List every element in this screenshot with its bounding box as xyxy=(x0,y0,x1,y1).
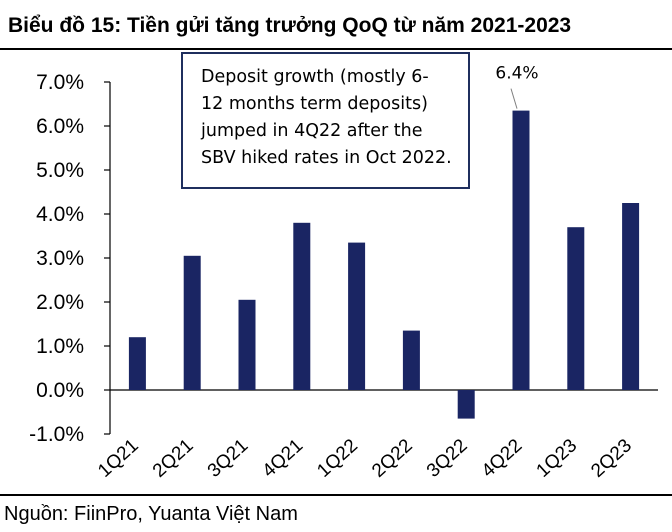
y-tick-label: 4.0% xyxy=(36,203,84,226)
y-tick-label: 6.0% xyxy=(36,115,84,138)
bar xyxy=(128,337,146,390)
annotation-line: Deposit growth (mostly 6- xyxy=(201,67,429,87)
bar xyxy=(348,242,366,390)
y-tick-label: 2.0% xyxy=(36,291,84,314)
bar xyxy=(512,110,530,390)
chart-title: Biểu đồ 15: Tiền gửi tăng trưởng QoQ từ … xyxy=(8,14,572,37)
y-tick-label: 3.0% xyxy=(36,247,84,270)
y-tick-label: 5.0% xyxy=(36,159,84,182)
footer-divider xyxy=(0,494,672,496)
bar xyxy=(238,299,256,390)
y-tick-label: -1.0% xyxy=(29,423,84,446)
bar xyxy=(183,255,201,390)
source-note: Nguồn: FiinPro, Yuanta Việt Nam xyxy=(4,503,298,525)
data-label: 6.4% xyxy=(495,64,538,84)
bar xyxy=(293,222,311,390)
bar xyxy=(457,390,475,419)
x-tick-label: 4Q22 xyxy=(478,435,527,482)
x-tick-label: 2Q23 xyxy=(587,435,636,482)
x-tick-label: 2Q22 xyxy=(368,435,417,482)
bar xyxy=(402,330,420,390)
x-tick-label: 1Q23 xyxy=(533,435,582,482)
x-tick-label: 1Q22 xyxy=(313,435,362,482)
annotation-line: jumped in 4Q22 after the xyxy=(201,121,423,141)
x-tick-label: 4Q21 xyxy=(259,435,308,482)
y-tick-label: 7.0% xyxy=(36,71,84,94)
bar-chart: -1.0% 0.0% 1.0% 2.0% 3.0% 4.0% 5.0% 6.0% 7.0% 1Q2… xyxy=(29,64,658,482)
annotation-line: SBV hiked rates in Oct 2022. xyxy=(201,148,452,168)
y-tick-label: 1.0% xyxy=(36,335,84,358)
bar xyxy=(622,203,640,390)
bar xyxy=(567,227,585,390)
x-tick-label: 1Q21 xyxy=(94,435,143,482)
data-label-leader xyxy=(510,88,518,109)
x-tick-label: 3Q21 xyxy=(204,435,253,482)
x-tick-label: 2Q21 xyxy=(149,435,198,482)
y-tick-label: 0.0% xyxy=(36,379,84,402)
annotation-line: 12 months term deposits) xyxy=(201,94,428,114)
title-bar: Biểu đồ 15: Tiền gửi tăng trưởng QoQ từ … xyxy=(0,0,672,50)
x-tick-label: 3Q22 xyxy=(423,435,472,482)
annotation-box: Deposit growth (mostly 6- 12 months term… xyxy=(181,52,470,189)
